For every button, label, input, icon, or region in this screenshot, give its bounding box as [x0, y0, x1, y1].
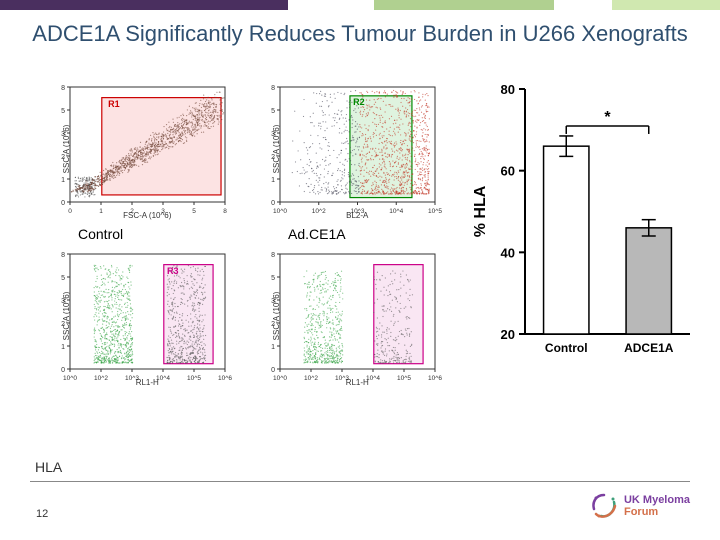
svg-text:8: 8 — [61, 252, 65, 259]
svg-text:0: 0 — [68, 208, 72, 215]
svg-text:5: 5 — [192, 208, 196, 215]
logo-line2: Forum — [624, 506, 690, 518]
svg-text:5: 5 — [271, 108, 275, 115]
svg-text:0: 0 — [61, 367, 65, 374]
svg-text:1: 1 — [271, 177, 275, 184]
svg-text:10^5: 10^5 — [187, 375, 201, 382]
plot-label — [250, 59, 445, 77]
plot-label — [40, 59, 235, 77]
svg-text:10^2: 10^2 — [94, 375, 108, 382]
scatter-top-right: SSC-A (10^6) 85321010^010^210^310^410^5 … — [250, 59, 445, 222]
svg-text:1: 1 — [61, 344, 65, 351]
y-axis-label: SSC-A (10^6) — [272, 292, 281, 341]
plot-label: Ad.CE1A — [250, 226, 445, 244]
logo-text: UK Myeloma Forum — [624, 494, 690, 518]
svg-text:8: 8 — [223, 208, 227, 215]
x-axis-label: BL2-A — [346, 211, 368, 220]
svg-text:0: 0 — [61, 200, 65, 207]
scatter-bottom-left: Control SSC-A (10^6) 85321010^010^210^31… — [40, 226, 235, 389]
bar-chart-svg: 20406080% HLAControlADCE1A* — [470, 69, 700, 369]
svg-text:1: 1 — [61, 177, 65, 184]
plot-label: Control — [40, 226, 235, 244]
svg-text:5: 5 — [61, 275, 65, 282]
slide-title: ADCE1A Significantly Reduces Tumour Burd… — [0, 14, 720, 59]
x-axis-label: FSC-A (10^6) — [123, 211, 171, 220]
svg-text:10^6: 10^6 — [218, 375, 232, 382]
logo-swirl-icon — [590, 492, 618, 520]
svg-text:10^4: 10^4 — [389, 208, 403, 215]
logo-line1: UK Myeloma — [624, 494, 690, 506]
x-axis-label: RL1-H — [136, 378, 159, 387]
svg-text:10^2: 10^2 — [312, 208, 326, 215]
svg-text:0: 0 — [271, 200, 275, 207]
y-axis-label: SSC-A (10^6) — [272, 125, 281, 174]
x-axis-label: RL1-H — [346, 378, 369, 387]
scatter-top-left: SSC-A (10^6) 853210012358 FSC-A (10^6) R… — [40, 59, 235, 222]
uk-myeloma-logo: UK Myeloma Forum — [590, 492, 690, 520]
svg-text:8: 8 — [61, 85, 65, 92]
svg-text:10^5: 10^5 — [428, 208, 442, 215]
svg-text:10^0: 10^0 — [273, 208, 287, 215]
svg-text:5: 5 — [61, 108, 65, 115]
svg-text:1: 1 — [99, 208, 103, 215]
scatter-bottom-right: Ad.CE1A SSC-A (10^6) 85321010^010^210^31… — [250, 226, 445, 389]
svg-text:10^0: 10^0 — [63, 375, 77, 382]
page-number: 12 — [36, 508, 48, 520]
gate-label: R1 — [108, 99, 120, 109]
top-color-strip — [0, 0, 720, 10]
svg-text:8: 8 — [271, 85, 275, 92]
hla-axis-note: HLA — [35, 459, 62, 475]
gate-label: R3 — [167, 266, 179, 276]
y-axis-label: SSC-A (10^6) — [62, 125, 71, 174]
content-area: SSC-A (10^6) 853210012358 FSC-A (10^6) R… — [0, 59, 720, 389]
gate-label: R2 — [353, 97, 365, 107]
bar-chart-panel: 20406080% HLAControlADCE1A* — [470, 59, 700, 389]
y-axis-label: SSC-A (10^6) — [62, 292, 71, 341]
scatter-grid: SSC-A (10^6) 853210012358 FSC-A (10^6) R… — [40, 59, 450, 389]
footer-rule — [30, 481, 690, 482]
